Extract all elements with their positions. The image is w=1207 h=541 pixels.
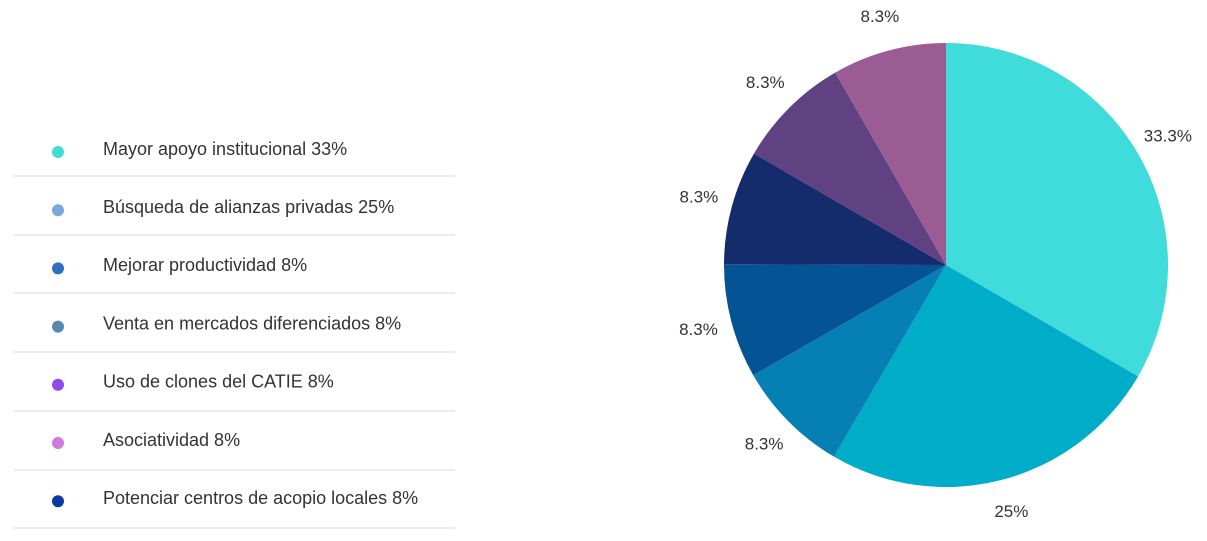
legend-bullet (52, 204, 64, 217)
legend-label: Asociatividad 8% (103, 430, 240, 450)
pie-slice (724, 153, 946, 265)
pie-slice (835, 42, 946, 265)
pie-slice (753, 72, 946, 265)
legend-bullet (52, 262, 64, 275)
legend-bullet (52, 378, 64, 391)
slice-label: 8.3% (745, 435, 784, 454)
legend-label: Venta en mercados diferenciados 8% (103, 313, 401, 333)
legend-bullet (52, 146, 64, 158)
legend-label: Mayor apoyo institucional 33% (103, 139, 347, 159)
legend-label: Uso de clones del CATIE 8% (103, 372, 334, 392)
slice-label: 8.3% (680, 188, 719, 207)
slice-label: 33.3% (1144, 127, 1192, 146)
slice-label: 25% (994, 502, 1028, 521)
legend-bullet (52, 437, 64, 449)
pie-slice (833, 265, 1139, 488)
pie-slice (724, 264, 946, 376)
pie-slice (753, 265, 946, 457)
slice-label: 8.3% (679, 320, 718, 339)
legend-label: Búsqueda de alianzas privadas 25% (103, 197, 394, 217)
slice-label: 8.3% (746, 73, 785, 92)
legend-bullet (52, 320, 64, 333)
legend-separators (14, 175, 455, 529)
legend-label: Mejorar productividad 8% (103, 255, 307, 275)
slice-label: 8.3% (860, 7, 899, 26)
legend-bullet (52, 495, 64, 508)
pie-slice (946, 43, 1168, 377)
legend-label: Potenciar centros de acopio locales 8% (103, 488, 418, 508)
